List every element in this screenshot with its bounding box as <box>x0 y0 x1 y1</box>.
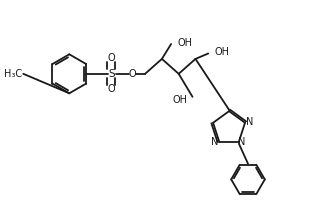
Text: N: N <box>239 137 246 147</box>
Text: N: N <box>246 117 254 127</box>
Text: OH: OH <box>177 38 192 48</box>
Text: O: O <box>108 84 115 94</box>
Text: OH: OH <box>214 47 229 57</box>
Text: H₃C: H₃C <box>4 69 22 79</box>
Text: N: N <box>211 137 218 147</box>
Text: O: O <box>128 69 136 79</box>
Text: OH: OH <box>172 95 187 104</box>
Text: O: O <box>108 53 115 63</box>
Text: S: S <box>108 69 114 79</box>
